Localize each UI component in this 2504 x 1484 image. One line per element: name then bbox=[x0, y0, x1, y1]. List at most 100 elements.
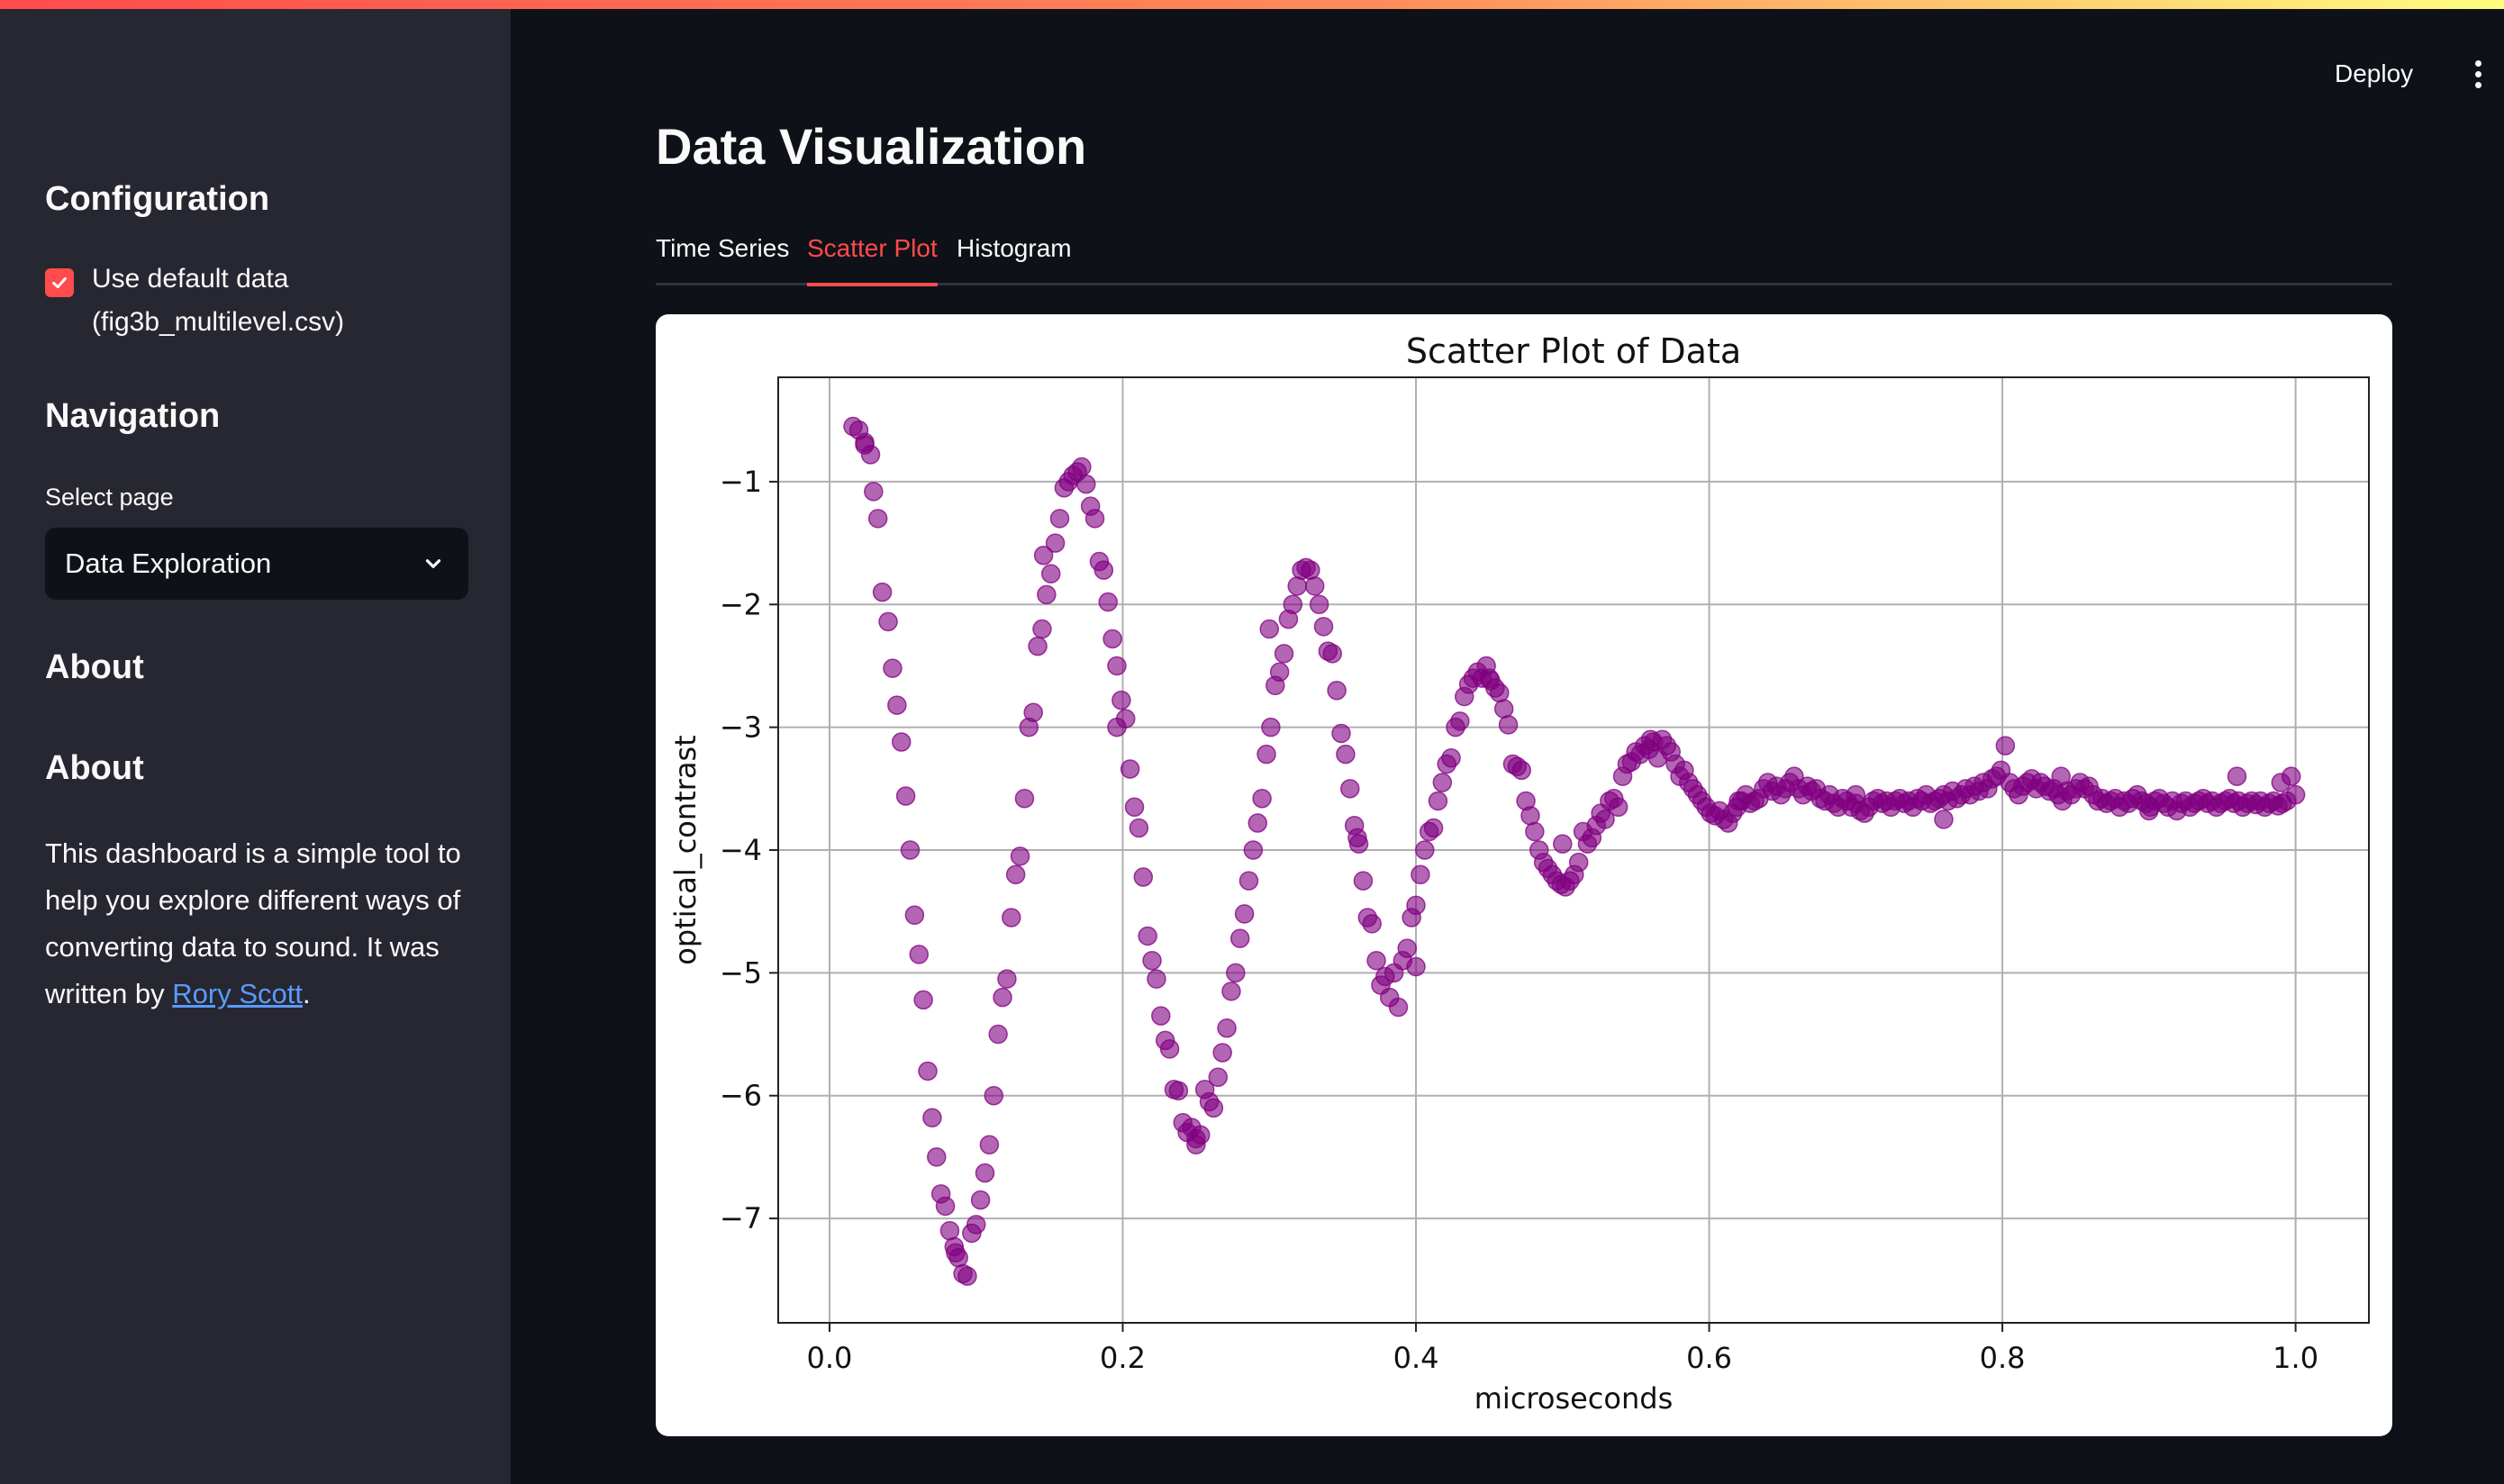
scatter-point bbox=[1301, 560, 1320, 580]
scatter-point bbox=[1234, 904, 1255, 924]
scatter-point bbox=[1243, 840, 1264, 860]
scatter-point bbox=[997, 969, 1017, 989]
page-title: Data Visualization bbox=[656, 118, 1087, 175]
scatter-point bbox=[1353, 871, 1374, 891]
scatter-point bbox=[1934, 810, 1954, 829]
scatter-point bbox=[1138, 926, 1157, 946]
scatter-point bbox=[1217, 1018, 1237, 1038]
scatter-point bbox=[1033, 545, 1054, 566]
y-tick-label: −3 bbox=[720, 710, 762, 745]
scatter-point bbox=[1133, 867, 1154, 887]
scatter-point bbox=[2271, 773, 2291, 792]
navigation-heading: Navigation bbox=[45, 397, 221, 435]
scatter-point bbox=[1159, 1039, 1180, 1059]
scatter-point bbox=[1014, 788, 1035, 809]
chart-card: 0.0 0.2 0.4 0.6 0.8 1.0 −1 −2 −3 −4 −5 −6 −7 Scatter… bbox=[656, 314, 2392, 1436]
scatter-point bbox=[904, 905, 925, 926]
top-decoration-bar bbox=[0, 0, 2504, 9]
scatter-point bbox=[1261, 717, 1281, 737]
scatter-point bbox=[1147, 969, 1166, 989]
scatter-point bbox=[1595, 810, 1615, 829]
scatter-point bbox=[1406, 956, 1426, 977]
scatter-point bbox=[979, 1135, 1000, 1155]
scatter-point bbox=[1208, 1067, 1229, 1088]
scatter-point bbox=[935, 1196, 956, 1217]
scatter-point bbox=[1846, 784, 1866, 805]
scatter-point bbox=[1151, 1006, 1171, 1026]
use-default-data-row[interactable]: Use default data (fig3b_multilevel.csv) bbox=[45, 258, 488, 344]
about-heading-secondary: About bbox=[45, 749, 144, 787]
x-tick-label: 0.0 bbox=[807, 1341, 853, 1375]
scatter-point bbox=[1252, 788, 1272, 809]
use-default-data-checkbox[interactable] bbox=[45, 268, 74, 297]
scatter-point bbox=[918, 1061, 938, 1081]
y-tick-label: −7 bbox=[720, 1201, 762, 1235]
more-vertical-icon[interactable] bbox=[2464, 56, 2491, 92]
scatter-point bbox=[872, 582, 893, 602]
scatter-point bbox=[895, 786, 916, 806]
scatter-point bbox=[909, 945, 930, 964]
scatter-point bbox=[957, 1266, 977, 1286]
scatter-point bbox=[993, 987, 1012, 1008]
scatter-point bbox=[1269, 662, 1290, 683]
scatter-point bbox=[1406, 895, 1426, 916]
scatter-point bbox=[2285, 784, 2306, 805]
page-select[interactable]: Data Exploration bbox=[45, 528, 468, 600]
configuration-heading: Configuration bbox=[45, 180, 270, 218]
scatter-point bbox=[1028, 636, 1048, 656]
scatter-point bbox=[1002, 908, 1021, 928]
chevron-down-icon bbox=[425, 559, 441, 568]
scatter-point bbox=[1102, 629, 1122, 649]
scatter-point bbox=[1441, 747, 1461, 768]
scatter-point bbox=[1304, 576, 1325, 596]
scatter-point bbox=[1415, 840, 1435, 860]
about-text-body: This dashboard is a simple tool to help … bbox=[45, 837, 461, 1009]
chart-title: Scatter Plot of Data bbox=[1406, 331, 1741, 371]
tab-scatter-plot[interactable]: Scatter Plot bbox=[807, 231, 938, 286]
scatter-point bbox=[1287, 576, 1307, 596]
y-tick-label: −4 bbox=[720, 833, 762, 867]
scatter-point bbox=[922, 1108, 942, 1128]
scatter-point bbox=[1479, 668, 1500, 688]
scatter-point bbox=[1366, 950, 1386, 971]
scatter-point bbox=[1203, 1098, 1224, 1118]
scatter-point bbox=[1309, 594, 1329, 615]
select-page-label: Select page bbox=[45, 484, 174, 511]
scatter-point bbox=[1450, 711, 1470, 731]
scatter-point bbox=[1005, 864, 1026, 885]
about-description: This dashboard is a simple tool to help … bbox=[45, 830, 468, 1018]
scatter-point bbox=[927, 1147, 947, 1167]
author-link[interactable]: Rory Scott bbox=[172, 978, 303, 1009]
scatter-point bbox=[1084, 509, 1105, 529]
scatter-point bbox=[1072, 457, 1092, 477]
x-tick-label: 0.2 bbox=[1100, 1341, 1146, 1375]
about-text-end: . bbox=[303, 978, 311, 1009]
scatter-point bbox=[1238, 871, 1259, 891]
scatter-point bbox=[1388, 997, 1409, 1018]
page-select-value: Data Exploration bbox=[65, 547, 272, 579]
scatter-point bbox=[1124, 797, 1145, 818]
use-default-data-label[interactable]: Use default data (fig3b_multilevel.csv) bbox=[92, 264, 345, 337]
scatter-point bbox=[1129, 818, 1149, 838]
scatter-point bbox=[1553, 834, 1573, 854]
scatter-point bbox=[1212, 1043, 1232, 1063]
checkmark-icon bbox=[52, 276, 67, 289]
scatter-point bbox=[2051, 766, 2071, 786]
scatter-point bbox=[864, 482, 884, 502]
scatter-point bbox=[1111, 690, 1131, 710]
scatter-point bbox=[1247, 813, 1267, 833]
tab-time-series[interactable]: Time Series bbox=[656, 234, 790, 262]
scatter-point bbox=[1995, 736, 2016, 756]
y-axis-label: optical_contrast bbox=[668, 735, 703, 964]
x-tick-label: 0.8 bbox=[1980, 1341, 2026, 1375]
scatter-point bbox=[984, 1085, 1004, 1106]
tab-histogram[interactable]: Histogram bbox=[957, 234, 1072, 262]
sidebar: Configuration Use default data (fig3b_mu… bbox=[0, 9, 511, 1484]
scatter-point bbox=[1322, 644, 1343, 664]
scatter-point bbox=[913, 990, 933, 1010]
scatter-point bbox=[1098, 592, 1118, 612]
scatter-point bbox=[1076, 474, 1096, 494]
about-heading-primary: About bbox=[45, 648, 144, 686]
deploy-button[interactable]: Deploy bbox=[2335, 59, 2414, 87]
scatter-point bbox=[988, 1024, 1008, 1045]
